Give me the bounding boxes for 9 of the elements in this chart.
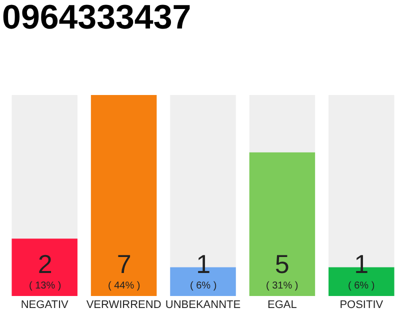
x-tick-label: POSITIV [340,299,384,311]
chart-title: 0964333437 [2,0,192,37]
data-label: 7 ( 44% ) [108,249,140,292]
data-label: 2 ( 13% ) [29,249,62,292]
x-tick-label: UNBEKANNTE [165,299,241,311]
x-tick-label: VERWIRREND [86,299,162,311]
data-label: 5 ( 31% ) [266,249,298,292]
x-tick-label: EGAL [268,299,297,311]
x-tick-label: NEGATIV [20,299,69,311]
